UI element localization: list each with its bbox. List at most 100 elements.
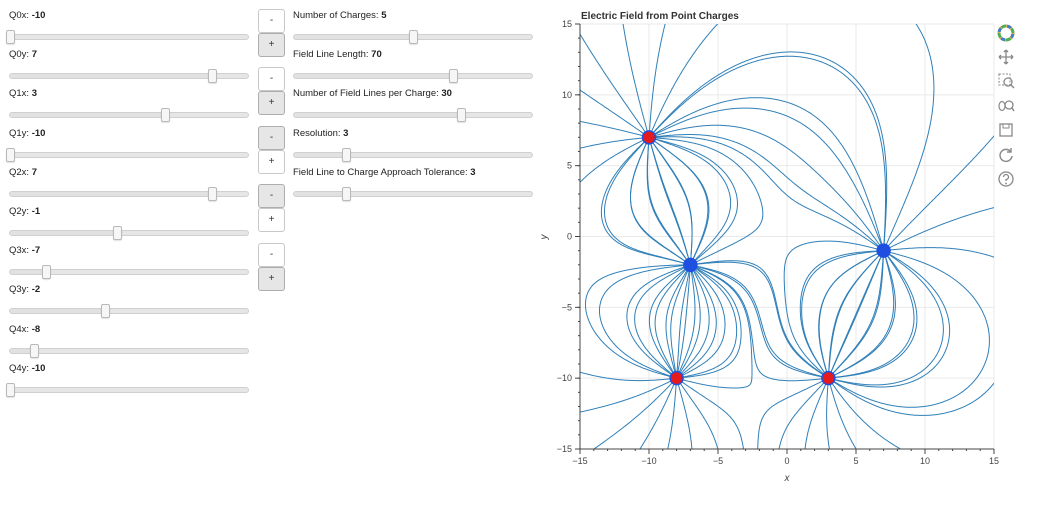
slider-q2y[interactable]: Q2y: -1 (9, 206, 249, 240)
slider-track[interactable] (293, 186, 533, 201)
minus-button-0[interactable]: - (258, 9, 285, 33)
field-line (648, 266, 689, 377)
slider-handle[interactable] (409, 30, 418, 44)
slider-label-text: Number of Charges: (293, 10, 382, 21)
plus-button-4[interactable]: + (258, 267, 285, 291)
x-tick-label: 0 (784, 456, 789, 466)
slider-handle[interactable] (113, 226, 123, 240)
field-line (804, 379, 828, 449)
slider-label-text: Q2x: (9, 166, 32, 178)
slider-q4y[interactable]: Q4y: -10 (6, 363, 249, 397)
field-line (580, 371, 675, 382)
minus-button-4[interactable]: - (258, 243, 285, 267)
slider-track[interactable] (6, 147, 249, 162)
field-line (667, 380, 677, 449)
field-line (678, 266, 726, 378)
slider-handle[interactable] (6, 30, 15, 44)
save-icon[interactable] (997, 121, 1015, 139)
field-line (828, 380, 857, 449)
field-line (649, 139, 691, 263)
slider-track[interactable] (9, 343, 249, 358)
slider-q4x[interactable]: Q4x: -8 (9, 324, 249, 358)
slider-value: -2 (31, 284, 41, 296)
slider-handle[interactable] (208, 186, 218, 201)
wheel-zoom-icon[interactable] (997, 97, 1015, 115)
slider-setting-3[interactable]: Resolution: 3 (293, 128, 533, 162)
minus-button-1[interactable]: - (258, 67, 285, 91)
slider-setting-1[interactable]: Field Line Length: 70 (293, 49, 533, 84)
help-icon[interactable] (997, 170, 1015, 188)
slider-track[interactable] (9, 186, 249, 201)
x-tick-label: 15 (989, 456, 999, 466)
slider-track[interactable] (293, 69, 533, 84)
slider-setting-2[interactable]: Number of Field Lines per Charge: 30 (293, 88, 533, 123)
minus-button-2[interactable]: - (258, 126, 285, 150)
slider-track[interactable] (9, 304, 249, 319)
slider-handle[interactable] (6, 147, 15, 162)
slider-q0y[interactable]: Q0y: 7 (9, 49, 249, 84)
slider-q0x[interactable]: Q0x: -10 (6, 10, 249, 44)
slider-fill (10, 348, 34, 353)
slider-label-text: Field Line to Charge Approach Tolerance: (293, 166, 471, 178)
field-line (828, 252, 884, 377)
slider-q2x[interactable]: Q2x: 7 (9, 166, 249, 201)
slider-handle[interactable] (342, 186, 352, 201)
y-tick-label: 15 (562, 19, 572, 29)
slider-track[interactable] (293, 147, 533, 162)
slider-handle[interactable] (41, 265, 51, 280)
slider-label: Resolution: 3 (293, 128, 348, 139)
field-line (678, 265, 738, 379)
slider-handle[interactable] (208, 69, 218, 84)
slider-label-text: Number of Field Lines per Charge: (293, 88, 442, 100)
field-line (829, 379, 902, 449)
field-line (580, 89, 648, 137)
field-line (580, 137, 647, 149)
slider-track[interactable] (9, 265, 249, 280)
field-line (651, 134, 883, 250)
field-line (826, 380, 830, 449)
slider-handle[interactable] (342, 147, 352, 162)
slider-handle[interactable] (29, 343, 39, 358)
slider-handle[interactable] (6, 382, 15, 397)
slider-label: Q3y: -2 (9, 284, 40, 295)
field-line (649, 24, 719, 136)
slider-setting-4[interactable]: Field Line to Charge Approach Tolerance:… (293, 166, 533, 201)
slider-handle[interactable] (449, 69, 459, 84)
field-line (650, 137, 732, 264)
field-line (585, 264, 689, 379)
slider-track[interactable] (9, 108, 249, 123)
slider-handle[interactable] (101, 304, 111, 319)
slider-q1x[interactable]: Q1x: 3 (9, 88, 249, 123)
slider-track[interactable] (9, 226, 249, 240)
plus-button-3[interactable]: + (258, 208, 285, 232)
field-line (830, 251, 944, 386)
plus-button-0[interactable]: + (258, 33, 285, 57)
field-line (647, 140, 690, 264)
field-line (830, 252, 895, 378)
slider-fill (294, 113, 461, 118)
slider-handle[interactable] (456, 108, 466, 123)
slider-q3x[interactable]: Q3x: -7 (9, 245, 249, 280)
slider-handle[interactable] (160, 108, 170, 123)
bokeh-logo-icon[interactable] (997, 24, 1015, 42)
slider-q3y[interactable]: Q3y: -2 (9, 284, 249, 319)
field-line (692, 264, 826, 379)
slider-track[interactable] (6, 30, 249, 44)
pan-icon[interactable] (997, 48, 1015, 66)
plus-button-2[interactable]: + (258, 150, 285, 174)
reset-icon[interactable] (997, 146, 1015, 164)
slider-track[interactable] (293, 30, 533, 44)
field-line (830, 250, 990, 408)
field-line (677, 267, 696, 377)
slider-track[interactable] (293, 108, 533, 123)
slider-track[interactable] (9, 69, 249, 84)
box-zoom-icon[interactable] (997, 72, 1015, 90)
minus-button-3[interactable]: - (258, 184, 285, 208)
y-tick-label: −10 (557, 373, 572, 383)
field-line (651, 124, 883, 250)
slider-setting-0[interactable]: Number of Charges: 5 (293, 10, 533, 44)
plus-button-1[interactable]: + (258, 91, 285, 115)
slider-q1y[interactable]: Q1y: -10 (6, 128, 249, 162)
slider-track[interactable] (6, 382, 249, 397)
slider-value: 5 (381, 10, 387, 21)
